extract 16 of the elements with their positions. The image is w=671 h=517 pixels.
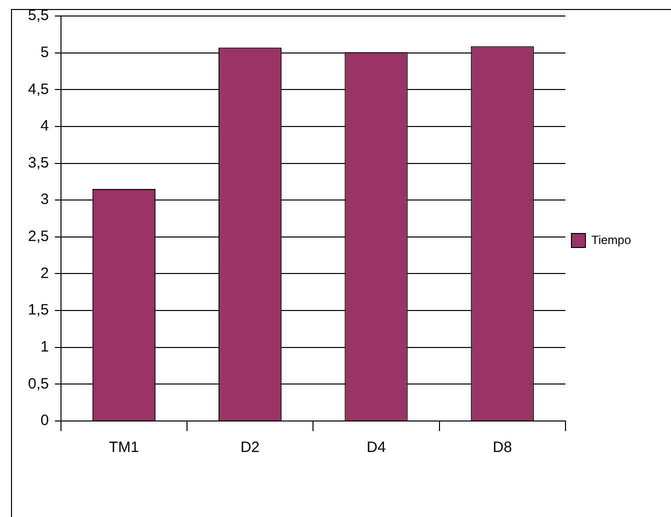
y-tick-label: 1 [40,338,49,356]
y-tick-label: 1,5 [28,302,49,319]
x-tick-label: D2 [240,439,260,456]
y-tick-label: 4 [40,118,49,135]
y-tick-label: 0 [40,412,49,430]
x-tick-label: TM1 [108,439,139,456]
y-tick-label: 3,5 [28,154,49,172]
y-tick-label: 2,5 [28,228,49,246]
x-tick-label: D8 [492,439,512,456]
y-tick-label: 5 [40,44,49,61]
y-tick-label: 3 [40,191,49,208]
y-tick-label: 4,5 [28,80,49,98]
y-tick-label: 0,5 [28,375,49,392]
y-tick-label: 2 [40,264,49,282]
legend-label: Tiempo [591,232,632,247]
x-tick-label: D4 [366,439,386,456]
